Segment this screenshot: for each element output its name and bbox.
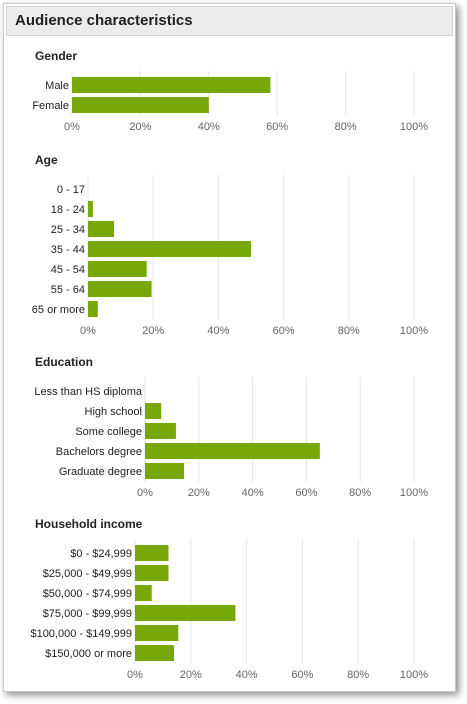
x-tick-label: 40% <box>242 487 264 499</box>
chart-2: Education 0% 20% 40% 60% 80% 100% Less than HS … <box>34 355 428 499</box>
bar-18-24 <box>88 201 93 217</box>
bar-some-college <box>145 423 176 439</box>
chart-1: Age 0% 20% 40% 60% 80% 100% 0 - 17 18 - 24 25 - 3… <box>32 153 428 337</box>
x-tick-label: 80% <box>347 669 369 681</box>
bar-female <box>72 97 209 113</box>
category-label: $150,000 or more <box>45 648 132 660</box>
x-tick-label: 40% <box>236 669 258 681</box>
bar-graduate-degree <box>145 463 185 479</box>
category-label: 25 - 34 <box>51 224 85 236</box>
bar-25-34 <box>88 221 115 237</box>
category-label: 35 - 44 <box>51 244 85 256</box>
bar-45-54 <box>88 261 147 277</box>
category-label: Some college <box>75 426 142 438</box>
bar-male <box>72 77 271 93</box>
x-tick-label: 60% <box>273 325 295 337</box>
category-label: $75,000 - $99,999 <box>43 608 132 620</box>
category-label: Female <box>32 100 69 112</box>
x-tick-label: 60% <box>295 487 317 499</box>
x-tick-label: 20% <box>142 325 164 337</box>
x-tick-label: 0% <box>127 669 143 681</box>
category-label: Bachelors degree <box>56 446 142 458</box>
bar-75-000-99-999 <box>135 605 236 621</box>
x-tick-label: 0% <box>137 487 153 499</box>
x-tick-label: 80% <box>335 121 357 133</box>
category-label: $100,000 - $149,999 <box>30 628 132 640</box>
x-tick-label: 40% <box>207 325 229 337</box>
chart-title: Education <box>35 355 93 369</box>
panel-header: Audience characteristics <box>6 6 453 36</box>
audience-panel: Audience characteristics <box>3 3 456 692</box>
panel-title: Audience characteristics <box>15 12 193 29</box>
x-tick-label: 0% <box>80 325 96 337</box>
bar-25-000-49-999 <box>135 565 169 581</box>
category-label: High school <box>85 406 142 418</box>
x-tick-label: 20% <box>188 487 210 499</box>
bar-50-000-74-999 <box>135 585 152 601</box>
x-tick-label: 20% <box>180 669 202 681</box>
category-label: $0 - $24,999 <box>70 548 132 560</box>
category-label: 65 or more <box>32 304 85 316</box>
chart-0: Gender 0% 20% 40% 60% 80% 100% Male Female <box>32 49 428 133</box>
x-tick-label: 100% <box>400 669 428 681</box>
category-label: 18 - 24 <box>51 204 85 216</box>
category-label: 45 - 54 <box>51 264 85 276</box>
x-tick-label: 0% <box>64 121 80 133</box>
x-tick-label: 80% <box>338 325 360 337</box>
bar-bachelors-degree <box>145 443 320 459</box>
category-label: Male <box>45 80 69 92</box>
bar-0-24-999 <box>135 545 169 561</box>
x-tick-label: 40% <box>198 121 220 133</box>
x-tick-label: 20% <box>129 121 151 133</box>
bar-35-44 <box>88 241 251 257</box>
x-tick-label: 60% <box>266 121 288 133</box>
bar-100-000-149-999 <box>135 625 179 641</box>
category-label: 0 - 17 <box>57 184 85 196</box>
x-tick-label: 100% <box>400 325 428 337</box>
x-tick-label: 60% <box>291 669 313 681</box>
bar-high-school <box>145 403 162 419</box>
x-tick-label: 80% <box>349 487 371 499</box>
x-tick-label: 100% <box>400 121 428 133</box>
chart-3: Household income 0% 20% 40% 60% 80% 100% $0 - $… <box>30 517 428 681</box>
category-label: 55 - 64 <box>51 284 85 296</box>
x-tick-label: 100% <box>400 487 428 499</box>
chart-title: Household income <box>35 517 143 531</box>
category-label: $25,000 - $49,999 <box>43 568 132 580</box>
chart-title: Gender <box>35 49 77 63</box>
bar-65-or-more <box>88 301 98 317</box>
bar-55-64 <box>88 281 152 297</box>
category-label: Less than HS diploma <box>34 386 142 398</box>
bar-150-000-or-more <box>135 645 175 661</box>
category-label: Graduate degree <box>59 466 142 478</box>
chart-title: Age <box>35 153 58 167</box>
category-label: $50,000 - $74,999 <box>43 588 132 600</box>
